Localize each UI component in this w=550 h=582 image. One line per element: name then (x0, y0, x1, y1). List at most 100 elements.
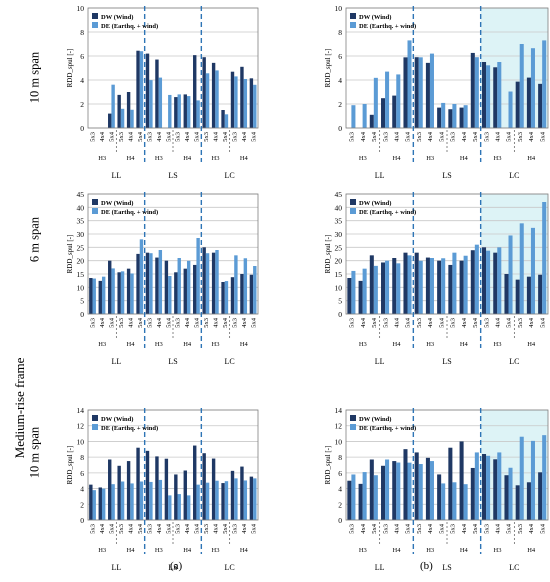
bar-dw (369, 459, 374, 520)
category-tick-label: 4x4 (184, 131, 191, 142)
category-tick-label: 5x4 (222, 317, 229, 328)
y-axis-title: RDD_spul [-] (324, 49, 332, 88)
bar-dw (155, 456, 159, 520)
category-tick-label: 5x3 (349, 318, 356, 328)
column-label-b: (b) (420, 560, 433, 572)
bar-de (111, 268, 115, 314)
plot-area (88, 194, 258, 314)
category-tick-label: 5x3 (517, 524, 524, 534)
bar-de (463, 255, 468, 314)
category-tick-label: 5x4 (250, 317, 257, 328)
sub-label: H3 (359, 341, 367, 348)
bar-dw (249, 274, 254, 314)
bar-de (234, 76, 238, 128)
bar-de (463, 484, 468, 520)
category-tick-label: 4x4 (128, 131, 135, 142)
bar-de (158, 479, 163, 520)
bar-dw (108, 113, 112, 128)
bar-de (441, 483, 446, 520)
bar-dw (381, 262, 386, 314)
category-tick-label: 4x4 (156, 317, 163, 328)
group-label: LC (225, 171, 235, 180)
category-tick-label: 5x4 (438, 317, 445, 328)
bar-dw (211, 458, 216, 520)
bar-dw (249, 78, 254, 128)
sub-label: H3 (155, 341, 163, 348)
y-axis-title: RDD_spul [-] (324, 235, 332, 274)
bar-dw (392, 95, 397, 128)
category-tick-label: 5x3 (416, 318, 423, 328)
legend-label-dw: DW (Wind) (101, 200, 133, 207)
category-tick-label: 4x4 (99, 317, 106, 328)
bar-dw (117, 94, 121, 128)
bar-de (139, 239, 144, 314)
bar-dw (211, 252, 216, 314)
bar-de (149, 80, 153, 128)
bar-dw (230, 470, 235, 520)
bar-de (407, 462, 412, 520)
bar-dw (126, 92, 131, 128)
bar-dw (526, 77, 531, 128)
category-tick-label: 5x3 (450, 132, 457, 142)
bar-dw (240, 66, 244, 128)
legend-label-dw: DW (Wind) (359, 416, 391, 423)
bar-dw (403, 449, 408, 520)
bar-dw (425, 457, 430, 520)
bar-de (224, 114, 229, 128)
bar-dw (221, 483, 225, 520)
sub-label: H3 (494, 341, 502, 348)
bar-de (253, 266, 257, 314)
bar-dw (230, 277, 235, 314)
category-tick-label: 4x4 (128, 523, 135, 534)
y-tick-label: 0 (80, 516, 84, 525)
bar-dw (482, 62, 487, 128)
legend-swatch-dw (92, 13, 98, 19)
bar-dw (538, 83, 543, 128)
category-tick-label: 5x3 (517, 318, 524, 328)
category-tick-label: 4x4 (241, 523, 248, 534)
bar-dw (526, 482, 531, 520)
bar-de (243, 480, 248, 520)
bar-dw (414, 452, 419, 520)
bar-de (168, 276, 172, 314)
bar-dw (136, 50, 140, 128)
bar-dw (459, 260, 464, 314)
bar-dw (183, 268, 187, 314)
category-tick-label: 5x4 (371, 131, 378, 142)
legend-swatch-de (350, 22, 356, 28)
y-tick-label: 45 (335, 190, 343, 199)
bar-de (452, 104, 457, 128)
bar-de (215, 250, 219, 314)
legend-swatch-de (92, 22, 98, 28)
bar-de (508, 91, 513, 128)
row-label-2: 6 m span (27, 216, 42, 263)
bar-de (139, 481, 144, 520)
bar-dw (470, 250, 475, 314)
sub-label: H4 (127, 547, 136, 554)
category-tick-label: 5x4 (506, 523, 513, 534)
bar-de (486, 455, 491, 520)
category-tick-label: 4x4 (213, 317, 220, 328)
category-tick-label: 5x4 (472, 131, 479, 142)
bar-de (234, 478, 238, 520)
category-tick-label: 5x4 (405, 523, 412, 534)
sub-label: H3 (212, 155, 220, 162)
group-label: LC (225, 357, 235, 366)
bar-dw (89, 278, 93, 314)
bar-dw (392, 461, 397, 520)
sub-label: H3 (98, 155, 106, 162)
y-tick-label: 35 (77, 217, 85, 226)
group-label: LL (375, 357, 385, 366)
bar-dw (448, 264, 453, 314)
group-label: LS (442, 357, 451, 366)
bar-de (92, 278, 96, 314)
y-tick-label: 12 (77, 422, 85, 431)
bar-de (418, 464, 423, 520)
bar-dw (403, 252, 408, 314)
sub-label: H3 (155, 155, 163, 162)
group-label: LS (442, 563, 451, 572)
bar-de (373, 77, 378, 128)
category-tick-label: 5x3 (175, 524, 182, 534)
